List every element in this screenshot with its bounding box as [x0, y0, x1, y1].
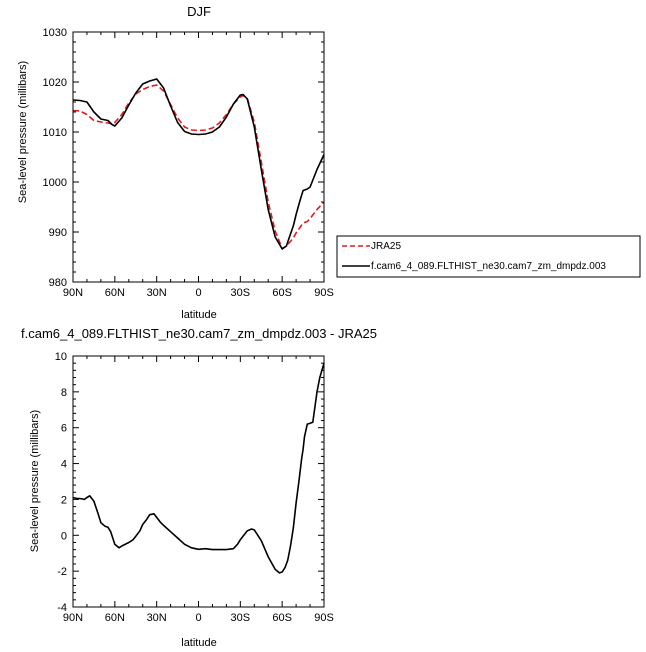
top-x-tick-label: 60N: [105, 287, 125, 299]
bottom-x-tick-label: 90N: [63, 612, 83, 624]
top-y-tick-label: 980: [49, 277, 67, 289]
top-series-line-0: [72, 84, 325, 250]
bottom-tick-labels: 90N 60N 30N 0 30S 60S 90S -4 -2 0 2 4 6 8 10: [55, 351, 334, 624]
top-legend: JRA25 f.cam6_4_089.FLTHIST_ne30.cam7_zm_…: [336, 235, 641, 278]
top-x-tick-label: 90S: [314, 287, 334, 299]
bottom-x-tick-label: 0: [195, 612, 201, 624]
bottom-x-tick-label: 30N: [147, 612, 167, 624]
bottom-chart-title: f.cam6_4_089.FLTHIST_ne30.cam7_zm_dmpdz.…: [21, 326, 377, 341]
top-x-tick-label: 90N: [63, 287, 83, 299]
bottom-y-tick-label: 4: [61, 459, 67, 471]
top-x-tick-label: 0: [195, 287, 201, 299]
bottom-x-axis-label: latitude: [181, 637, 216, 649]
top-series-line-1: [72, 78, 325, 250]
bottom-series-line-0: [72, 362, 325, 574]
top-x-axis-label: latitude: [181, 309, 216, 321]
legend-box: [336, 235, 641, 278]
top-x-tick-label: 30S: [231, 287, 251, 299]
top-series-lines: [72, 78, 325, 250]
top-y-axis-label: Sea-level pressure (millibars): [17, 61, 29, 203]
top-y-tick-label: 990: [49, 227, 67, 239]
bottom-plot-frame: [72, 355, 325, 608]
top-x-tick-label: 30N: [147, 287, 167, 299]
bottom-y-tick-label: 6: [61, 423, 67, 435]
bottom-x-tick-label: 30S: [231, 612, 251, 624]
legend-label-jra25: JRA25: [371, 241, 401, 252]
bottom-y-tick-label: 10: [55, 351, 67, 363]
legend-label-model: f.cam6_4_089.FLTHIST_ne30.cam7_zm_dmpdz.…: [371, 261, 606, 272]
top-tick-labels: 90N 60N 30N 0 30S 60S 90S 980 990 1000 1010 1020 103…: [43, 27, 334, 299]
top-chart-title: DJF: [187, 4, 211, 19]
bottom-y-axis-label: Sea-level pressure (millibars): [29, 410, 41, 552]
bottom-y-tick-label: -4: [57, 602, 67, 614]
top-y-tick-label: 1000: [43, 177, 67, 189]
top-panel: DJF latitude Sea-level pressure (milliba…: [17, 4, 334, 321]
bottom-x-tick-label: 60S: [272, 612, 292, 624]
top-y-tick-label: 1020: [43, 77, 67, 89]
bottom-series-lines: [72, 362, 325, 574]
bottom-y-tick-label: 0: [61, 530, 67, 542]
bottom-x-tick-label: 60N: [105, 612, 125, 624]
bottom-y-tick-label: 8: [61, 387, 67, 399]
top-plot-frame: [72, 31, 325, 283]
top-x-tick-label: 60S: [272, 287, 292, 299]
bottom-x-tick-label: 90S: [314, 612, 334, 624]
bottom-y-tick-label: -2: [57, 566, 67, 578]
bottom-ticks: [72, 355, 325, 608]
top-y-tick-label: 1010: [43, 127, 67, 139]
bottom-y-tick-label: 2: [61, 494, 67, 506]
bottom-panel: f.cam6_4_089.FLTHIST_ne30.cam7_zm_dmpdz.…: [21, 326, 377, 649]
top-y-tick-label: 1030: [43, 27, 67, 39]
